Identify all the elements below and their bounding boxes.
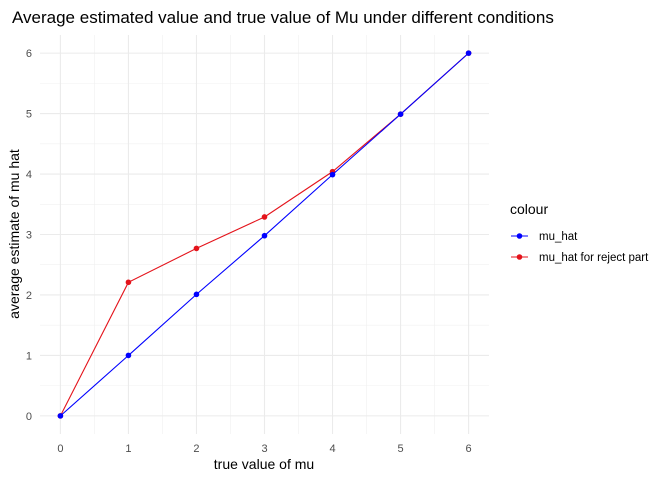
legend-key-point-mu-hat-for-reject-part [516, 254, 523, 260]
y-tick-label: 3 [26, 230, 32, 242]
x-tick-label: 5 [397, 443, 403, 455]
legend-label-mu-hat: mu_hat [539, 231, 578, 243]
data-point-mu-hat [125, 352, 132, 359]
y-axis-title: average estimate of mu hat [6, 149, 22, 319]
x-tick-label: 3 [261, 443, 267, 455]
x-tick-label: 1 [125, 443, 131, 455]
data-point-mu-hat [193, 291, 200, 298]
y-tick-label: 1 [26, 350, 32, 362]
legend-label-mu-hat-for-reject-part: mu_hat for reject part [539, 252, 649, 264]
x-tick-label: 6 [466, 443, 472, 455]
y-tick-label: 2 [26, 290, 32, 302]
y-tick-label: 6 [26, 48, 32, 60]
y-tick-label: 0 [26, 411, 32, 423]
ticks: 0 1 2 3 4 5 6 0 1 2 3 4 5 6 [26, 48, 472, 455]
y-tick-label: 4 [26, 169, 32, 181]
legend-title: colour [510, 201, 548, 217]
legend-key-point-mu-hat [516, 233, 523, 239]
data-point-mu-hat-for-reject-part [125, 279, 132, 286]
x-tick-label: 4 [329, 443, 335, 455]
series-layer [57, 50, 472, 419]
grid [40, 35, 489, 434]
data-point-mu-hat [261, 232, 268, 239]
x-tick-label: 2 [193, 443, 199, 455]
x-axis-title: true value of mu [214, 456, 314, 472]
data-point-mu-hat-for-reject-part [193, 245, 200, 252]
data-point-mu-hat [329, 171, 336, 178]
y-tick-label: 5 [26, 109, 32, 121]
chart-title: Average estimated value and true value o… [12, 8, 554, 27]
x-tick-label: 0 [57, 443, 63, 455]
data-point-mu-hat-for-reject-part [261, 214, 268, 220]
legend: colour mu_hat mu_hat for reject part [510, 201, 649, 264]
data-point-mu-hat [397, 111, 404, 117]
data-point-mu-hat [57, 413, 64, 419]
data-point-mu-hat [465, 50, 472, 56]
